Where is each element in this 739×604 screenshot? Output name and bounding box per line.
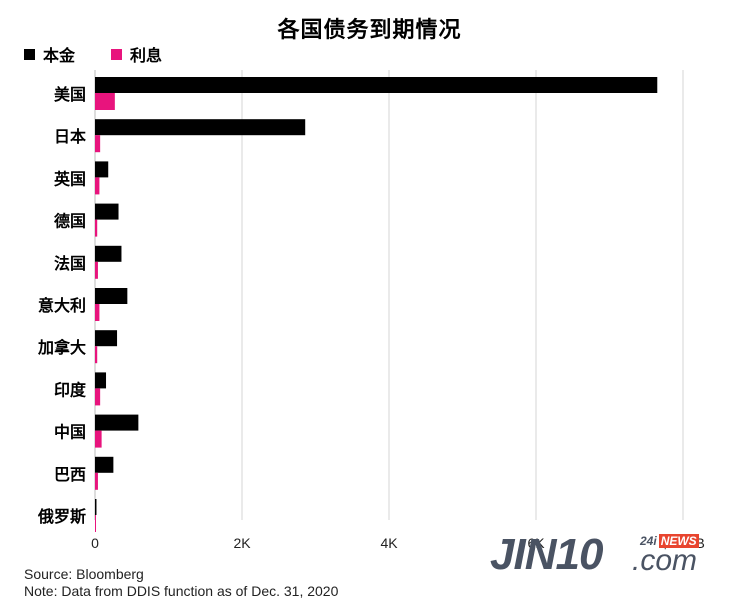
bar-principal	[95, 245, 122, 262]
bar-principal	[95, 414, 139, 431]
chart-title: 各国债务到期情况	[277, 18, 462, 43]
bar-interest	[95, 515, 96, 532]
watermark-main: JIN10	[490, 530, 603, 579]
x-tick-label: 6K	[527, 535, 545, 551]
x-tick-label: 4K	[380, 535, 398, 551]
watermark-small: 24i NEWS	[640, 534, 699, 548]
category-label: 加拿大	[37, 338, 86, 357]
bar-principal	[95, 330, 118, 347]
category-label: 巴西	[54, 465, 86, 484]
category-label: 意大利	[38, 296, 86, 315]
bar-interest	[95, 346, 98, 364]
category-label: 美国	[54, 85, 86, 104]
category-label: 俄罗斯	[37, 507, 86, 526]
category-label: 印度	[54, 380, 87, 399]
legend: 本金 利息	[24, 42, 162, 66]
bar-interest	[95, 219, 98, 237]
watermark-logo: JIN10 24i NEWS .com	[490, 530, 730, 590]
bar-interest	[95, 388, 101, 406]
bar-interest	[95, 135, 101, 153]
legend-item-interest: 利息	[111, 42, 162, 66]
category-label: 法国	[54, 254, 86, 273]
chart-footer: Source: Bloomberg Note: Data from DDIS f…	[24, 566, 338, 600]
watermark-com: .com	[632, 544, 698, 577]
bar-principal	[95, 161, 109, 178]
legend-swatch-principal	[24, 48, 35, 60]
bar-principal	[95, 288, 128, 304]
watermark-news: NEWS	[658, 534, 699, 548]
legend-item-principal: 本金	[24, 42, 75, 66]
legend-label-principal: 本金	[43, 46, 76, 65]
category-label: 英国	[53, 169, 86, 188]
x-tick-label: 0	[91, 535, 99, 551]
bar-principal	[95, 203, 119, 220]
bar-interest	[95, 430, 102, 448]
bar-principal	[95, 456, 114, 473]
bar-interest	[95, 93, 115, 110]
bar-interest	[95, 472, 98, 490]
bar-principal	[95, 77, 658, 93]
bar-interest	[95, 261, 98, 279]
x-tick-label: 2K	[233, 535, 251, 551]
category-label: 中国	[54, 423, 86, 442]
bar-principal	[95, 499, 97, 515]
bar-interest	[95, 177, 100, 195]
bar-principal	[95, 119, 306, 136]
legend-swatch-interest	[111, 48, 123, 60]
category-label: 德国	[54, 212, 86, 231]
source-note: Source: Bloomberg	[24, 566, 144, 582]
bar-principal	[95, 372, 107, 389]
watermark-small-text: 24i	[640, 534, 657, 548]
category-label: 日本	[54, 127, 86, 146]
legend-label-interest: 利息	[130, 46, 163, 65]
data-note: Note: Data from DDIS function as of Dec.…	[24, 583, 339, 599]
bar-interest	[95, 304, 100, 321]
